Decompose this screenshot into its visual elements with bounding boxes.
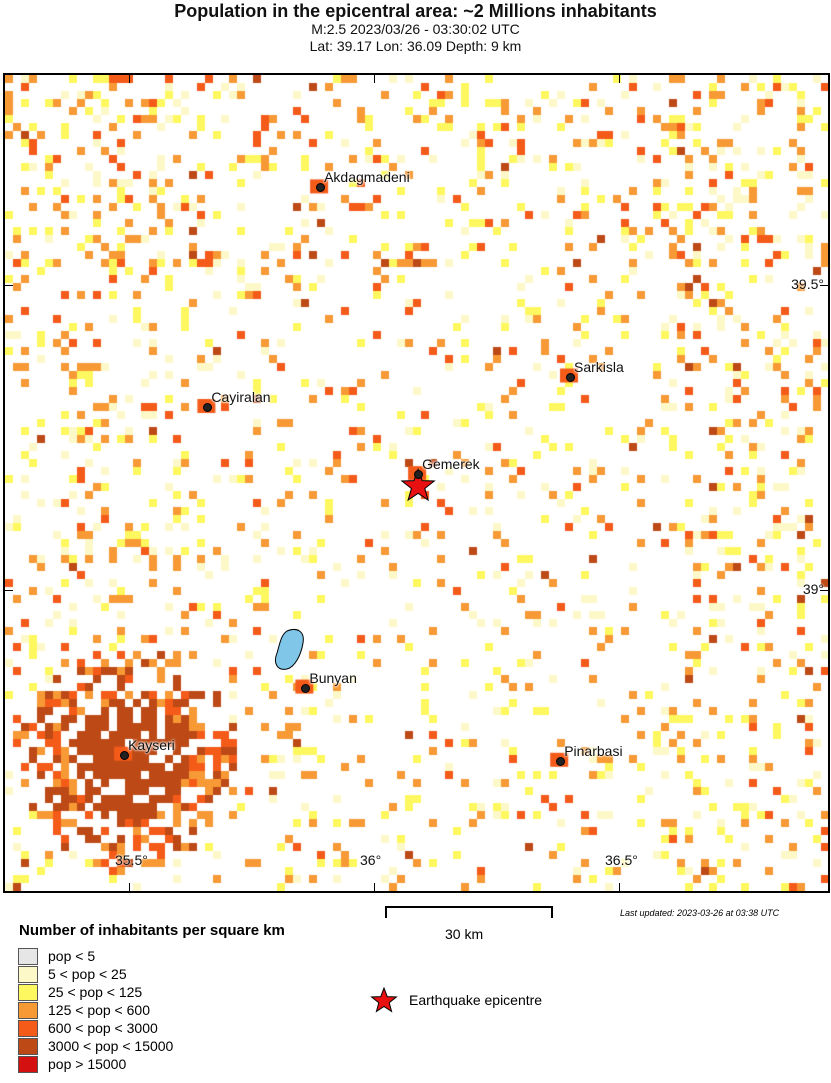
tick-mark	[5, 285, 13, 286]
lat-tick-label: 39.5°	[791, 276, 824, 292]
map-title: Population in the epicentral area: ~2 Mi…	[174, 1, 657, 21]
lat-tick-label: 39°	[802, 581, 824, 597]
legend-label: 5 < pop < 25	[48, 966, 127, 982]
tick-mark	[5, 590, 13, 591]
city-marker	[414, 470, 424, 480]
epicentre-star-icon	[370, 987, 398, 1013]
lon-tick-label: 36.5°	[605, 852, 638, 868]
city-marker	[203, 403, 213, 412]
legend-epicentre-label: Earthquake epicentre	[409, 992, 543, 1008]
city-marker	[566, 372, 575, 382]
map-overlay	[274, 467, 436, 670]
lake	[274, 629, 304, 670]
lon-tick-label: 35.5°	[115, 852, 148, 868]
event-magnitude-time: M:2.5 2023/03/26 - 03:30:02 UTC	[311, 21, 520, 37]
city-label: Pinarbasi	[564, 742, 623, 759]
tick-mark	[619, 883, 620, 891]
tick-mark	[374, 75, 375, 83]
city-marker	[301, 683, 311, 693]
legend-swatch	[18, 1020, 38, 1037]
scale-bar-label: 30 km	[445, 926, 484, 942]
legend-swatch	[18, 966, 38, 983]
legend-label: pop > 15000	[48, 1056, 127, 1072]
event-location: Lat: 39.17 Lon: 36.09 Depth: 9 km	[309, 38, 522, 54]
tick-mark	[374, 883, 375, 891]
legend-label: 125 < pop < 600	[48, 1002, 150, 1018]
tick-mark	[820, 590, 828, 591]
lon-tick-label: 36°	[360, 852, 382, 868]
city-label: Kayseri	[128, 736, 175, 753]
legend-label: 3000 < pop < 15000	[48, 1038, 174, 1054]
legend-swatch	[18, 1056, 38, 1073]
city-marker	[316, 183, 326, 193]
tick-mark	[820, 285, 828, 286]
tick-mark	[129, 883, 130, 891]
legend-swatch	[18, 984, 38, 1001]
city-label: Gemerek	[422, 456, 480, 473]
city-label: Sarkisla	[574, 358, 624, 375]
city-marker	[120, 750, 130, 760]
scale-bar	[385, 906, 553, 918]
tick-mark	[619, 75, 620, 83]
legend-label: 600 < pop < 3000	[48, 1020, 158, 1036]
legend-title: Number of inhabitants per square km	[19, 922, 285, 939]
population-map: Akdagmadeni Cayiralan Sarkisla Gemerek Bunya…	[3, 73, 830, 893]
city-label: Bunyan	[309, 669, 357, 686]
legend-swatch	[18, 1038, 38, 1055]
city-marker	[556, 756, 566, 766]
city-label: Cayiralan	[211, 389, 271, 405]
legend-swatch	[18, 1002, 38, 1019]
epicentre-star-icon	[400, 467, 436, 502]
legend-label: pop < 5	[48, 948, 96, 964]
legend-swatch	[18, 948, 38, 965]
city-label: Akdagmadeni	[324, 169, 410, 186]
tick-mark	[129, 75, 130, 83]
legend-label: 25 < pop < 125	[48, 984, 143, 1000]
last-updated: Last updated: 2023-03-26 at 03:38 UTC	[620, 908, 780, 918]
